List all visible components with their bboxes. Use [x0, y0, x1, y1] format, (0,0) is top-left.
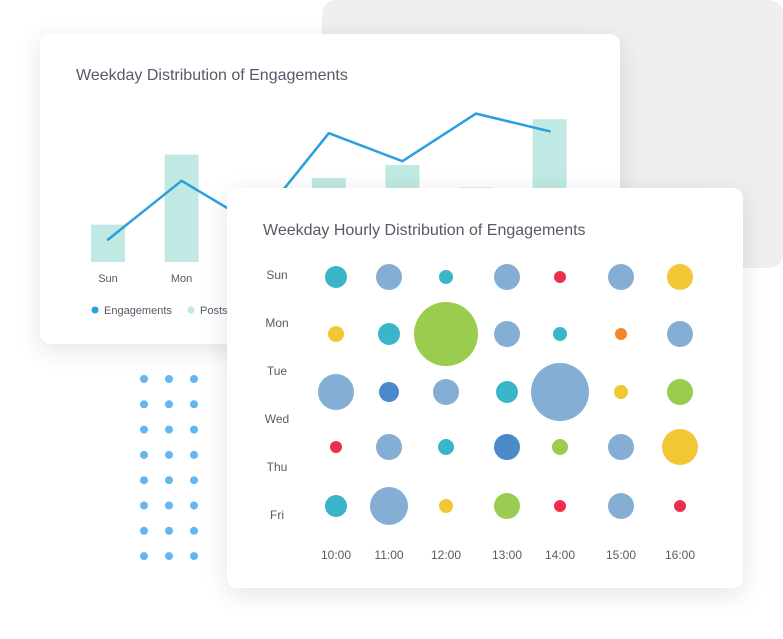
- x-tick-label: 10:00: [321, 548, 351, 562]
- y-tick-label: Fri: [270, 508, 284, 522]
- bubble-fri-1000: [325, 495, 347, 517]
- decorative-dot: [140, 501, 148, 510]
- x-tick-label: Sun: [98, 273, 118, 285]
- bubble-wed-1600: [662, 429, 698, 465]
- decorative-dot: [190, 375, 198, 383]
- x-tick-label: Mon: [171, 273, 192, 285]
- x-tick-label: 14:00: [545, 548, 575, 562]
- decorative-dot: [140, 526, 148, 535]
- bubble-fri-1300: [494, 493, 520, 519]
- weekday-hourly-distribution-card: Weekday Hourly Distribution of Engagemen…: [227, 188, 743, 588]
- bar-posts-mon: [164, 154, 199, 262]
- decorative-dot: [190, 476, 198, 485]
- bubble-fri-1500: [608, 493, 634, 519]
- decorative-dot: [190, 552, 198, 561]
- decorative-dot: [165, 425, 173, 434]
- decorative-dot: [190, 400, 198, 409]
- bubble-tue-1000: [318, 374, 354, 410]
- bubble-tue-1600: [667, 379, 693, 405]
- bubble-mon-1300: [494, 321, 520, 347]
- bubble-mon-1400: [553, 327, 567, 341]
- y-tick-label: Wed: [265, 412, 289, 426]
- chart-title: Weekday Distribution of Engagements: [76, 67, 348, 84]
- bubble-wed-1500: [608, 434, 634, 460]
- decorative-dot: [190, 501, 198, 510]
- bubble-sun-1300: [494, 264, 520, 290]
- bubble-sun-1200: [439, 270, 453, 284]
- legend-marker-engagements: [91, 306, 99, 314]
- decorative-dot: [165, 450, 173, 459]
- bubble-wed-1200: [438, 439, 454, 455]
- decorative-dot: [165, 552, 173, 561]
- x-tick-label: 13:00: [492, 548, 522, 562]
- x-tick-label: 11:00: [374, 548, 403, 562]
- weekday-hourly-bubble-chart: Sun Mon Tue Wed Thu Fri 10:00 11:00 12:00 13:00 14…: [265, 264, 698, 562]
- bubble-mon-1100: [378, 323, 400, 345]
- bubble-fri-1100: [370, 487, 408, 525]
- decorative-dot: [140, 450, 148, 459]
- decorative-dot: [140, 476, 148, 485]
- bubble-wed-1400: [552, 439, 568, 455]
- decorative-dot: [190, 526, 198, 535]
- decorative-dot: [165, 400, 173, 409]
- decorative-dot: [165, 501, 173, 510]
- bubble-mon-1000: [328, 326, 344, 342]
- bubble-sun-1600: [667, 264, 693, 290]
- bubble-sun-1500: [608, 264, 634, 290]
- bubble-tue-1300: [496, 381, 518, 403]
- bubble-sun-1000: [325, 266, 347, 288]
- bubble-mon-1500: [615, 328, 627, 340]
- bubble-sun-1100: [376, 264, 402, 290]
- decorative-dot-pattern: [140, 375, 198, 561]
- bubble-tue-1400: [531, 363, 589, 421]
- decorative-dot: [165, 526, 173, 535]
- bubble-tue-1200: [433, 379, 459, 405]
- bubble-wed-1300: [494, 434, 520, 460]
- bubble-fri-1200: [439, 499, 453, 513]
- bubble-sun-1400: [554, 271, 566, 283]
- legend-marker-posts: [187, 306, 195, 314]
- decorative-dot: [140, 400, 148, 409]
- y-tick-label: Tue: [267, 364, 288, 378]
- legend-label-posts: Posts: [200, 305, 228, 317]
- x-tick-label: 12:00: [431, 548, 461, 562]
- x-tick-label: 16:00: [665, 548, 695, 562]
- y-tick-label: Thu: [267, 460, 288, 474]
- y-tick-label: Sun: [266, 268, 287, 282]
- decorative-dot: [140, 375, 148, 383]
- decorative-dot: [140, 552, 148, 561]
- decorative-dot: [165, 375, 173, 383]
- decorative-dot: [190, 425, 198, 434]
- chart-title: Weekday Hourly Distribution of Engagemen…: [263, 222, 586, 239]
- decorative-dot: [165, 476, 173, 485]
- bubble-tue-1500: [614, 385, 628, 399]
- legend-label-engagements: Engagements: [104, 305, 172, 317]
- bubble-fri-1400: [554, 500, 566, 512]
- bubble-wed-1100: [376, 434, 402, 460]
- bubble-tue-1100: [379, 382, 399, 402]
- bubble-mon-1200: [414, 302, 478, 366]
- x-tick-label: 15:00: [606, 548, 636, 562]
- y-tick-label: Mon: [265, 316, 288, 330]
- bubble-fri-1600: [674, 500, 686, 512]
- decorative-dot: [190, 450, 198, 459]
- decorative-dot: [140, 425, 148, 434]
- bubble-mon-1600: [667, 321, 693, 347]
- bubble-wed-1000: [330, 441, 342, 453]
- line-engagements: [106, 112, 551, 241]
